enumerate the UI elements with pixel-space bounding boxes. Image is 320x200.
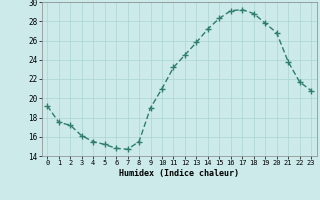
X-axis label: Humidex (Indice chaleur): Humidex (Indice chaleur) — [119, 169, 239, 178]
